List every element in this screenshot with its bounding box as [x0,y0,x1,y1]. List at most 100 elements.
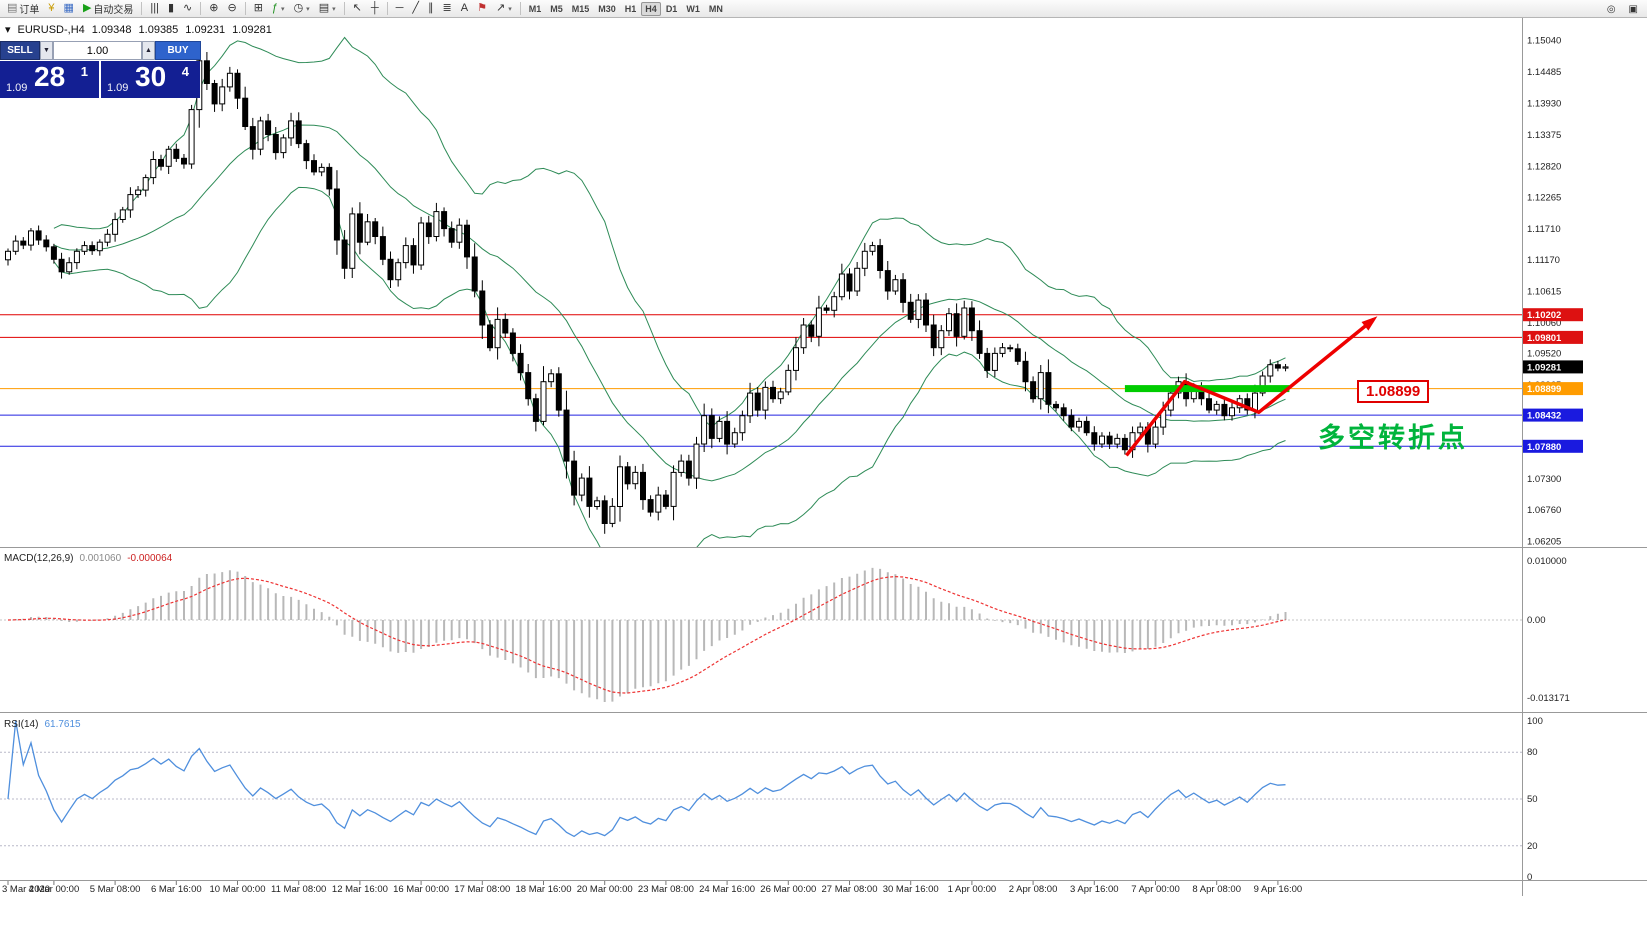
trend-arrow[interactable] [1125,318,1375,457]
bid-price-display[interactable]: 1.09 28 1 [0,61,99,98]
text-icon-glyph: A [460,2,469,14]
new-chart-icon-glyph: ▦ [63,2,74,14]
timeframe-m30[interactable]: M30 [594,2,620,16]
new-order-button[interactable]: ▤ 订单 [3,1,43,17]
volume-input[interactable]: 1.00 [53,41,142,60]
timeframe-w1-label: W1 [686,3,700,14]
line-chart-icon[interactable]: ∿ [179,1,196,17]
macd-axis-label: -0.013171 [1527,693,1570,704]
fibonacci-icon[interactable]: ≣ [439,1,456,17]
timeframe-mn-label: MN [708,3,723,14]
trendline-icon[interactable]: ╱ [408,1,423,17]
ask-big-digits: 30 [135,61,167,92]
periods-icon[interactable]: ◷ ▾ [290,1,314,17]
time-tick-label: 24 Mar 16:00 [699,884,755,895]
label-icon-glyph: ⚑ [477,2,487,14]
rsi-panel[interactable] [0,720,1522,847]
label-icon[interactable]: ⚑ [473,1,491,17]
level-price-label-bg [1523,382,1583,396]
price-tick-label: 1.06205 [1527,536,1561,547]
periods-icon-glyph: ◷ [293,2,304,14]
bar-chart-icon[interactable]: ||| [146,1,163,17]
funds-icon-glyph: ¥ [48,2,55,14]
timeframe-h4[interactable]: H4 [641,1,661,16]
templates-icon-glyph: ▤ [318,2,330,14]
timeframe-mn[interactable]: MN [705,2,727,16]
timeframe-w1[interactable]: W1 [682,2,704,16]
cursor-icon[interactable]: ↖ [349,1,366,17]
symbol-icon: ▾ [5,24,11,36]
price-annotation-box[interactable]: 1.08899 [1357,380,1430,403]
toolbar-right-icons: ◎ ▣ [1603,1,1642,17]
zoom-out-icon[interactable]: ⊖ [223,1,240,17]
new-order-button-label: 订单 [19,5,40,16]
time-tick-label: 7 Apr 00:00 [1131,884,1180,895]
time-tick-label: 6 Mar 16:00 [151,884,202,895]
buy-button[interactable]: BUY [155,41,201,60]
level-price-label-bg [1523,439,1583,453]
zoom-out-icon-glyph: ⊖ [227,2,237,14]
timeframe-m15[interactable]: M15 [568,2,594,16]
indicators-icon[interactable]: ƒ ▾ [268,1,289,17]
arrows-icon-glyph: ↗ [495,2,506,14]
arrows-icon[interactable]: ↗ ▾ [492,1,516,17]
time-tick-label: 26 Mar 00:00 [760,884,816,895]
time-tick-label: 17 Mar 08:00 [454,884,510,895]
sell-button[interactable]: SELL [0,41,40,60]
text-icon[interactable]: A [457,1,472,17]
candles [5,43,1289,534]
tile-windows-icon[interactable]: ⊞ [250,1,267,17]
level-price-label-bg [1523,330,1583,344]
candlestick-chart-icon[interactable]: ▮ [164,1,178,17]
tile-windows-icon-glyph: ⊞ [253,2,263,14]
turning-point-annotation[interactable]: 多空转折点 [1318,423,1468,453]
chevron-down-icon: ▾ [281,5,285,13]
line-chart-icon-glyph: ∿ [183,2,193,14]
quote-low: 1.09231 [185,23,226,36]
channel-icon[interactable]: ∥ [424,1,438,17]
bid-pip-digit: 1 [80,64,88,79]
timeframe-m1[interactable]: M1 [525,2,546,16]
volume-up-button[interactable]: ▲ [142,41,155,60]
templates-icon[interactable]: ▤ ▾ [315,1,340,17]
trend-arrow-head [1361,316,1378,331]
price-tick-label: 1.13375 [1527,130,1561,141]
toolbar-separator [519,2,521,15]
crosshair-icon[interactable]: ┼ [367,1,383,17]
auto-trading-glyph: ▶ [82,2,92,14]
price-tick-label: 1.14485 [1527,67,1561,78]
time-tick-label: 23 Mar 08:00 [638,884,694,895]
toolbar-separator [141,2,143,15]
fibonacci-icon-glyph: ≣ [442,2,452,14]
bollinger-upper [53,36,1286,428]
horizontal-line-icon[interactable]: ─ [392,1,408,17]
layout-icon[interactable]: ▣ [1625,1,1642,17]
new-chart-icon-button[interactable]: ▦ [60,1,78,17]
chart-ohlc-bar: ▾ EURUSD-,H4 1.09348 1.09385 1.09231 1.0… [5,23,272,37]
rsi-axis-label: 80 [1527,747,1538,758]
time-tick-label: 20 Mar 00:00 [577,884,633,895]
ask-price-display[interactable]: 1.09 30 4 [101,61,200,98]
main-chart-panel[interactable] [0,36,1522,566]
timeframe-h1[interactable]: H1 [621,2,641,16]
quote-high: 1.09385 [138,23,179,36]
timeframe-d1[interactable]: D1 [662,2,682,16]
time-tick-label: 18 Mar 16:00 [516,884,572,895]
highlight-segment[interactable] [1124,385,1290,393]
rsi-axis-label: 50 [1527,794,1538,805]
zoom-in-icon[interactable]: ⊕ [205,1,222,17]
ask-pip-digit: 4 [181,64,189,79]
search-icon[interactable]: ◎ [1603,1,1620,17]
macd-panel[interactable] [0,567,1522,702]
price-tick-label: 1.11710 [1527,224,1561,235]
rsi-line [7,720,1286,838]
price-tick-label: 1.10615 [1527,286,1561,297]
funds-icon-button[interactable]: ¥ [44,1,58,17]
ask-prefix: 1.09 [107,82,129,94]
chevron-down-icon: ▾ [508,5,512,13]
volume-down-button[interactable]: ▼ [40,41,53,60]
timeframe-m5[interactable]: M5 [546,2,567,16]
auto-trading-button[interactable]: ▶ 自动交易 [79,1,137,17]
toolbar-separator [244,2,246,15]
